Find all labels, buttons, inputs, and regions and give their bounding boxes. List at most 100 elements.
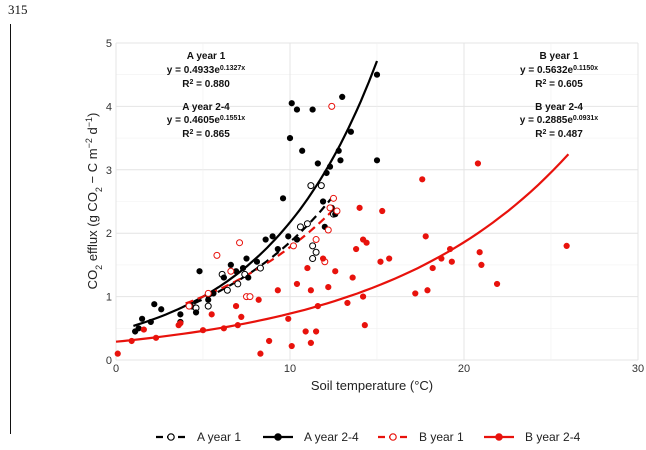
filled-data-point <box>288 342 295 350</box>
open-data-point <box>256 264 264 272</box>
filled-data-point <box>245 274 252 281</box>
filled-data-point <box>274 287 281 294</box>
open-data-point <box>223 286 231 294</box>
filled-data-point <box>177 311 184 318</box>
filled-data-point <box>478 261 485 269</box>
filled-data-point <box>114 350 121 357</box>
annotation-b1-r2: R2 = 0.605 <box>535 79 583 91</box>
data-points <box>114 71 570 357</box>
filled-data-point <box>243 255 250 262</box>
chart-grid <box>115 42 639 361</box>
filled-data-point <box>139 315 146 322</box>
annotation-a1-title: A year 1 <box>187 51 226 62</box>
filled-data-point <box>293 106 301 113</box>
legend-label: A year 2-4 <box>304 430 359 444</box>
filled-data-point <box>476 249 483 256</box>
filled-data-point <box>269 233 276 240</box>
filled-data-point <box>299 147 306 154</box>
equation-annotations: A year 1 y = 0.4933e0.1327x R2 = 0.880 A ye… <box>167 51 599 140</box>
filled-data-point <box>196 268 203 275</box>
filled-data-point <box>361 322 368 329</box>
filled-data-point <box>347 128 355 135</box>
annotation-b24-eq-main: y = 0.2885e0.0931x <box>520 115 599 127</box>
filled-data-point <box>419 176 426 183</box>
annotation-b24-r2: R2 = 0.487 <box>535 129 583 141</box>
filled-data-point <box>326 163 334 170</box>
filled-data-point <box>319 198 327 205</box>
filled-data-point <box>323 169 330 177</box>
filled-data-point <box>325 283 332 291</box>
x-tick-label: 20 <box>458 363 470 375</box>
filled-data-point <box>234 322 241 329</box>
filled-data-point <box>257 350 264 357</box>
filled-data-point <box>309 106 316 113</box>
filled-data-point <box>140 326 147 333</box>
filled-data-point <box>563 242 570 249</box>
filled-data-point <box>356 204 363 211</box>
open-data-point <box>312 248 320 256</box>
filled-data-point <box>429 264 436 272</box>
fit-line <box>115 153 570 343</box>
y-axis-title: CO2 efflux (g CO2 − C m−2 d−1) <box>84 113 104 290</box>
open-data-point <box>326 204 334 212</box>
annotation-b24-title: B year 2-4 <box>535 102 583 113</box>
filled-data-point <box>335 147 342 154</box>
filled-data-point <box>314 303 321 310</box>
filled-data-point <box>337 157 344 164</box>
open-data-point <box>185 302 193 310</box>
filled-data-point <box>285 233 292 240</box>
legend-label: B year 1 <box>419 430 464 444</box>
filled-data-point <box>339 93 346 100</box>
filled-data-point <box>386 255 393 262</box>
open-data-point <box>307 182 315 190</box>
open-data-point <box>309 255 317 263</box>
y-tick-label: 3 <box>106 165 112 177</box>
filled-data-point <box>424 287 431 294</box>
filled-data-point <box>363 239 370 246</box>
filled-data-point <box>349 274 356 281</box>
y-tick-label: 5 <box>106 38 112 50</box>
filled-data-point <box>288 100 295 107</box>
filled-data-point <box>262 236 269 243</box>
filled-data-point <box>438 255 445 262</box>
open-data-point <box>330 194 337 202</box>
filled-data-point <box>266 337 273 345</box>
y-axis-ticks: 0 1 2 3 4 5 <box>106 38 112 367</box>
filled-data-point <box>253 258 261 265</box>
y-tick-label: 1 <box>106 292 112 304</box>
annotation-a24-title: A year 2-4 <box>182 102 230 113</box>
x-tick-label: 10 <box>284 363 296 375</box>
filled-data-point <box>227 261 234 269</box>
filled-data-point <box>373 157 381 164</box>
legend-label: A year 1 <box>197 430 241 444</box>
filled-data-point <box>151 301 158 308</box>
open-data-point <box>204 289 212 297</box>
filled-data-point <box>238 313 245 320</box>
open-data-point <box>324 226 332 234</box>
filled-data-point <box>255 296 262 303</box>
filled-data-point <box>373 71 381 78</box>
page-number: 315 <box>8 2 28 17</box>
filled-data-point <box>379 207 386 215</box>
x-tick-label: 30 <box>632 363 644 375</box>
filled-data-point <box>208 311 215 318</box>
open-data-point <box>296 223 304 231</box>
filled-data-point <box>205 296 212 303</box>
open-data-point <box>289 242 297 250</box>
filled-data-point <box>302 328 309 335</box>
filled-data-point <box>304 264 311 272</box>
legend-marker <box>495 433 503 441</box>
filled-data-point <box>274 245 281 253</box>
open-data-point <box>328 102 336 110</box>
open-data-point <box>246 293 254 301</box>
filled-data-point <box>353 245 360 253</box>
x-tick-label: 0 <box>113 363 119 375</box>
filled-data-point <box>307 339 314 346</box>
legend-label: B year 2-4 <box>525 430 581 444</box>
open-data-point <box>213 251 221 259</box>
filled-data-point <box>285 315 292 322</box>
filled-data-point <box>279 195 287 202</box>
annotation-a1-r2: R2 = 0.880 <box>182 79 230 91</box>
filled-data-point <box>239 264 247 272</box>
filled-data-point <box>158 306 165 313</box>
